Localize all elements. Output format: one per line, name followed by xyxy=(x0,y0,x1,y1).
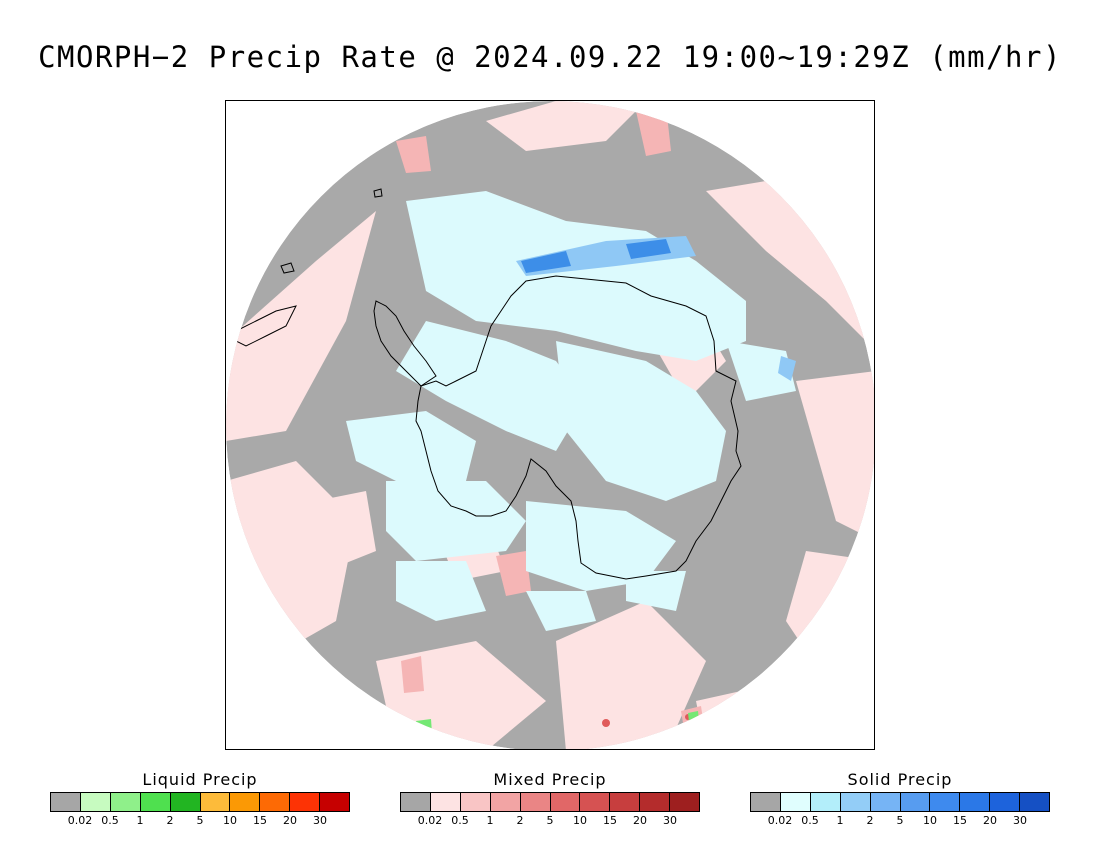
map-title: CMORPH−2 Precip Rate @ 2024.09.22 19:00~… xyxy=(38,40,1062,74)
legend-tick-label: 30 xyxy=(663,814,677,827)
legend-swatch xyxy=(840,793,871,811)
legend-swatch xyxy=(110,793,141,811)
legend-swatch xyxy=(550,793,581,811)
legend-tick-labels: 0.02 0.5 1 2 5 10 15 20 30 xyxy=(750,814,1050,830)
legend-swatch xyxy=(140,793,171,811)
legend-colorbar xyxy=(50,792,350,812)
legend-swatch xyxy=(320,793,350,811)
sub-antarctic-islands xyxy=(280,188,383,274)
legend-swatch xyxy=(930,793,961,811)
legend-tick-label: 2 xyxy=(866,814,874,827)
legend-swatch xyxy=(170,793,201,811)
polar-precip-map xyxy=(226,101,874,749)
map-frame xyxy=(225,100,875,750)
legend-title: Liquid Precip xyxy=(142,770,258,789)
legend-tick-label: 0.5 xyxy=(451,814,469,827)
legend-tick-labels: 0.02 0.5 1 2 5 10 15 20 30 xyxy=(50,814,350,830)
legend-tick-label: 5 xyxy=(546,814,554,827)
legend-liquid-precip: Liquid Precip 0.02 0.5 1 2 5 10 15 20 30 xyxy=(50,770,350,830)
legend-swatch xyxy=(870,793,901,811)
legend-swatch xyxy=(900,793,931,811)
solid-precip-regions xyxy=(346,191,796,631)
legend-colorbar xyxy=(400,792,700,812)
legend-swatch xyxy=(200,793,231,811)
legend-tick-label: 20 xyxy=(983,814,997,827)
legend-tick-label: 0.02 xyxy=(67,814,93,827)
legend-swatch xyxy=(610,793,641,811)
legend-tick-labels: 0.02 0.5 1 2 5 10 15 20 30 xyxy=(400,814,700,830)
legend-swatch xyxy=(401,793,431,811)
legend-swatch xyxy=(230,793,261,811)
legend-tick-label: 1 xyxy=(836,814,844,827)
legend-swatch xyxy=(640,793,671,811)
legend-swatch xyxy=(520,793,551,811)
legend-title: Mixed Precip xyxy=(493,770,607,789)
legend-tick-label: 30 xyxy=(313,814,327,827)
legend-colorbar xyxy=(750,792,1050,812)
legend-mixed-precip: Mixed Precip 0.02 0.5 1 2 5 10 15 20 30 xyxy=(400,770,700,830)
legend-swatch xyxy=(1020,793,1050,811)
legend-tick-label: 10 xyxy=(923,814,937,827)
legend-tick-label: 10 xyxy=(573,814,587,827)
south-america-coastline xyxy=(235,305,297,347)
legend-tick-label: 15 xyxy=(953,814,967,827)
legend-swatch xyxy=(260,793,291,811)
globe-disk xyxy=(226,101,874,749)
legend-tick-label: 0.02 xyxy=(417,814,443,827)
legend-title: Solid Precip xyxy=(847,770,953,789)
legend-tick-label: 5 xyxy=(896,814,904,827)
legend-swatch xyxy=(51,793,81,811)
legend-tick-label: 15 xyxy=(603,814,617,827)
legend-tick-label: 1 xyxy=(136,814,144,827)
legend-swatch xyxy=(80,793,111,811)
legend-tick-label: 2 xyxy=(516,814,524,827)
legend-swatch xyxy=(780,793,811,811)
legend-tick-label: 30 xyxy=(1013,814,1027,827)
legend-tick-label: 2 xyxy=(166,814,174,827)
legend-tick-label: 0.5 xyxy=(101,814,119,827)
legend-tick-label: 1 xyxy=(486,814,494,827)
solid-precip-heavy xyxy=(521,239,671,273)
legend-swatch xyxy=(580,793,611,811)
legend-swatch xyxy=(960,793,991,811)
legend-swatch xyxy=(990,793,1021,811)
legend-tick-label: 20 xyxy=(633,814,647,827)
legend-swatch xyxy=(460,793,491,811)
legend-tick-label: 0.5 xyxy=(801,814,819,827)
antarctic-peninsula-coastline xyxy=(373,300,437,387)
legend-tick-label: 0.02 xyxy=(767,814,793,827)
legend-swatch xyxy=(430,793,461,811)
antarctica-coastline xyxy=(415,275,742,580)
legend-tick-label: 10 xyxy=(223,814,237,827)
legend-swatch xyxy=(490,793,521,811)
legend-tick-label: 20 xyxy=(283,814,297,827)
legend-swatch xyxy=(751,793,781,811)
legend-tick-label: 5 xyxy=(196,814,204,827)
legend-tick-label: 15 xyxy=(253,814,267,827)
legend-swatch xyxy=(810,793,841,811)
legend-swatch xyxy=(670,793,700,811)
legend-solid-precip: Solid Precip 0.02 0.5 1 2 5 10 15 20 30 xyxy=(750,770,1050,830)
mixed-precip-moderate xyxy=(396,106,704,729)
legend-swatch xyxy=(290,793,321,811)
